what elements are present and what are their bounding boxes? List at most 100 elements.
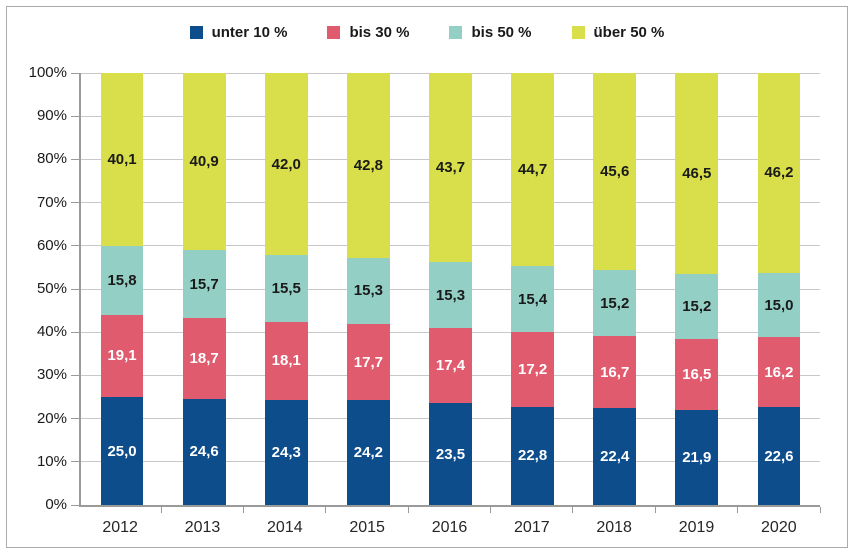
bar-value-label: 46,5 xyxy=(682,164,712,182)
bar-segment: 18,1 xyxy=(264,321,308,401)
y-axis-label: 80% xyxy=(36,150,67,168)
bar-value-label: 44,7 xyxy=(517,160,548,178)
bar-value-label: 23,5 xyxy=(435,445,466,463)
bar-value-label: 17,7 xyxy=(353,353,383,371)
x-axis-label: 2016 xyxy=(431,519,468,536)
bar-slot: 23,5 17,4 15,3 43,7 xyxy=(409,73,491,505)
y-axis-tick xyxy=(71,461,79,463)
bar-segment: 15,7 xyxy=(182,250,226,318)
bar-value-label: 25,0 xyxy=(107,442,137,460)
legend-item: unter 10 % xyxy=(189,24,287,41)
y-axis-label: 60% xyxy=(36,236,67,254)
bar-segment: 15,5 xyxy=(264,254,308,322)
x-axis-tick xyxy=(819,507,821,513)
y-axis-tick xyxy=(71,288,79,290)
x-axis-tick xyxy=(490,507,492,513)
bar-segment: 15,0 xyxy=(757,272,801,338)
legend-item: über 50 % xyxy=(571,24,664,41)
legend-swatch xyxy=(189,25,203,39)
legend-swatch xyxy=(449,25,463,39)
bar-column: 24,3 18,1 15,5 42,0 xyxy=(264,73,308,505)
x-axis-tick xyxy=(407,507,409,513)
bar-value-label: 17,4 xyxy=(435,357,466,375)
bar-value-label: 22,6 xyxy=(764,447,794,465)
bar-column: 22,4 16,7 15,2 45,6 xyxy=(593,73,637,505)
y-axis-label: 30% xyxy=(36,366,67,384)
bar-segment: 22,6 xyxy=(757,407,801,505)
y-axis-tick xyxy=(71,504,79,506)
x-axis-label: 2013 xyxy=(184,519,221,536)
bar-segment: 42,8 xyxy=(347,73,390,258)
bar-value-label: 15,8 xyxy=(107,271,137,289)
x-axis-label: 2014 xyxy=(267,519,303,536)
y-axis-label: 40% xyxy=(36,323,67,341)
x-axis-label: 2017 xyxy=(514,519,550,536)
bar-segment: 15,4 xyxy=(511,265,554,333)
bar-value-label: 15,0 xyxy=(764,296,794,314)
bar-slot: 22,6 16,2 15,0 46,2 xyxy=(738,73,820,505)
bar-segment: 22,4 xyxy=(593,408,637,505)
bar-slot: 22,8 17,2 15,4 44,7 xyxy=(492,73,574,505)
bar-column: 25,0 19,1 15,8 40,1 xyxy=(100,73,144,505)
bar-slot: 25,0 19,1 15,8 40,1 xyxy=(81,73,163,505)
bar-segment: 16,5 xyxy=(675,339,719,411)
bar-segment: 15,3 xyxy=(429,262,472,329)
bar-segment: 15,2 xyxy=(675,273,719,340)
plot-area: 25,0 19,1 15,8 40,1 24,6 18,7 15,7 40,9 24,3 18,1… xyxy=(71,72,820,507)
x-axis: 2012 2013 2014 2015 2016 2017 2018 2019 2020 xyxy=(79,507,821,547)
bar-segment: 43,7 xyxy=(429,73,472,263)
bar-segment: 18,7 xyxy=(182,317,226,399)
bar-segment: 23,5 xyxy=(429,403,472,505)
y-axis-tick xyxy=(71,331,79,333)
y-axis-label: 100% xyxy=(28,64,67,81)
bar-segment: 16,7 xyxy=(593,336,637,409)
gridline xyxy=(81,72,820,74)
x-axis-tick xyxy=(654,507,656,513)
bar-segment: 24,3 xyxy=(264,400,308,505)
bar-value-label: 16,7 xyxy=(600,363,630,381)
bar-slot: 21,9 16,5 15,2 46,5 xyxy=(656,73,738,505)
bar-segment: 22,8 xyxy=(511,406,554,505)
x-axis-tick xyxy=(325,507,327,513)
y-axis-label: 90% xyxy=(36,107,67,125)
bar-segment: 44,7 xyxy=(511,73,554,266)
bar-value-label: 22,8 xyxy=(517,447,548,465)
bar-segment: 45,6 xyxy=(593,73,637,271)
bar-slot: 22,4 16,7 15,2 45,6 xyxy=(574,73,656,505)
bar-segment: 19,1 xyxy=(100,314,144,397)
bar-segment: 15,8 xyxy=(100,246,144,315)
bar-segment: 16,2 xyxy=(757,337,801,408)
bar-segment: 15,2 xyxy=(593,270,637,337)
x-axis-tick xyxy=(160,507,162,513)
y-axis-label: 70% xyxy=(36,193,67,211)
bar-segment: 17,4 xyxy=(429,328,472,404)
bar-segment: 17,2 xyxy=(511,332,554,407)
y-axis-tick xyxy=(71,418,79,420)
x-axis-tick xyxy=(243,507,245,513)
bar-value-label: 40,1 xyxy=(107,151,137,169)
y-axis-label: 20% xyxy=(36,409,67,427)
bar-column: 22,8 17,2 15,4 44,7 xyxy=(511,73,554,505)
bar-segment: 46,5 xyxy=(675,73,719,274)
y-axis-label: 0% xyxy=(45,496,67,513)
bar-column: 24,2 17,7 15,3 42,8 xyxy=(347,73,390,505)
x-axis-label: 2015 xyxy=(349,519,385,536)
x-axis-tick xyxy=(572,507,574,513)
bar-segment: 24,6 xyxy=(182,398,226,505)
bar-segment: 42,0 xyxy=(264,73,308,255)
bar-value-label: 16,5 xyxy=(682,366,712,384)
x-axis-label: 2012 xyxy=(102,519,138,536)
y-axis-label: 10% xyxy=(36,452,67,470)
bar-segment: 25,0 xyxy=(100,397,144,505)
bar-value-label: 17,2 xyxy=(517,360,548,378)
bar-value-label: 21,9 xyxy=(682,449,712,467)
x-axis-label: 2019 xyxy=(678,519,715,536)
bar-segment: 40,1 xyxy=(100,73,144,247)
bar-value-label: 24,3 xyxy=(271,444,301,462)
x-axis-label: 2018 xyxy=(596,519,632,536)
bar-value-label: 42,8 xyxy=(353,156,383,174)
bar-value-label: 15,7 xyxy=(189,275,219,293)
bar-slot: 24,2 17,7 15,3 42,8 xyxy=(327,73,409,505)
legend-item: bis 30 % xyxy=(327,24,409,41)
